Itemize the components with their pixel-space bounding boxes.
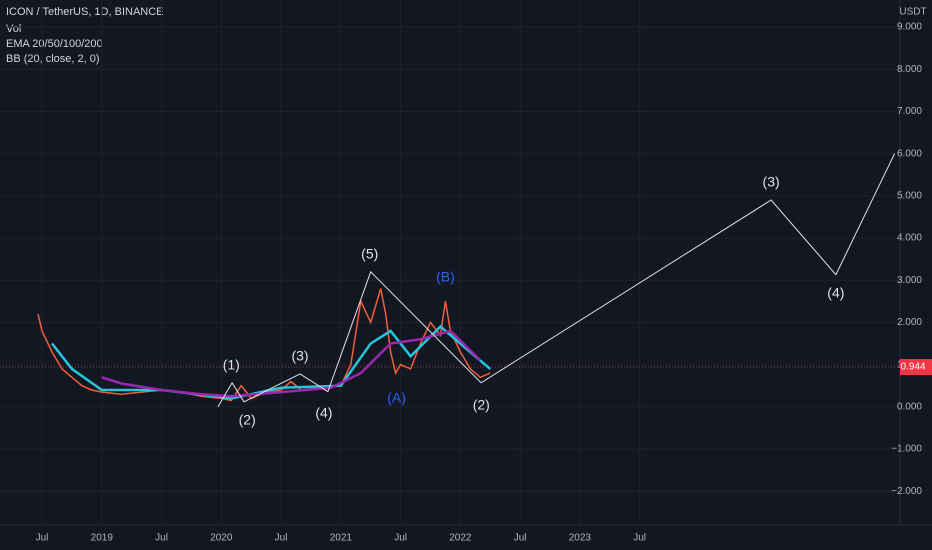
wave-label: (1) xyxy=(223,357,240,373)
y-tick-label: 3.000 xyxy=(897,275,922,286)
wave-label: (3) xyxy=(291,348,308,364)
last-price-label: 0.944 xyxy=(900,362,925,373)
x-tick-label: Jul xyxy=(36,533,49,544)
y-tick-label: 5.000 xyxy=(897,190,922,201)
wave-label: (3) xyxy=(763,173,780,189)
y-tick-label: 2.000 xyxy=(897,317,922,328)
x-tick-label: Jul xyxy=(155,533,168,544)
series-line xyxy=(217,153,896,408)
wave-label: (B) xyxy=(436,268,455,284)
y-tick-label: 0.000 xyxy=(897,401,922,412)
x-tick-label: Jul xyxy=(633,533,646,544)
indicator: EMA 20/50/100/200 xyxy=(6,38,103,50)
series-line xyxy=(51,324,492,400)
x-tick-label: 2023 xyxy=(569,533,592,544)
wave-label: (2) xyxy=(239,411,256,427)
x-tick-label: 2020 xyxy=(210,533,233,544)
wave-label: (4) xyxy=(315,405,332,421)
x-tick-label: Jul xyxy=(514,533,527,544)
wave-label: (A) xyxy=(387,390,406,406)
indicator: Vol xyxy=(6,23,21,35)
y-tick-label: 9.000 xyxy=(897,22,922,33)
y-tick-label: 8.000 xyxy=(897,64,922,75)
chart-title: ICON / TetherUS, 1D, BINANCE xyxy=(6,6,164,18)
x-tick-label: 2019 xyxy=(91,533,114,544)
y-tick-label: 4.000 xyxy=(897,233,922,244)
y-tick-label: 7.000 xyxy=(897,106,922,117)
wave-label: (4) xyxy=(827,284,844,300)
series-line xyxy=(101,329,482,398)
wave-label: (5) xyxy=(361,246,378,262)
y-tick-label: −2.000 xyxy=(891,486,922,497)
y-tick-label: 6.000 xyxy=(897,148,922,159)
x-tick-label: 2022 xyxy=(449,533,472,544)
x-tick-label: Jul xyxy=(394,533,407,544)
x-tick-label: Jul xyxy=(275,533,288,544)
x-tick-label: 2021 xyxy=(330,533,353,544)
currency: USDT xyxy=(899,7,926,18)
y-tick-label: −1.000 xyxy=(891,444,922,455)
indicator: BB (20, close, 2, 0) xyxy=(6,53,100,65)
last-price-tag xyxy=(900,358,932,375)
wave-label: (2) xyxy=(473,397,490,413)
